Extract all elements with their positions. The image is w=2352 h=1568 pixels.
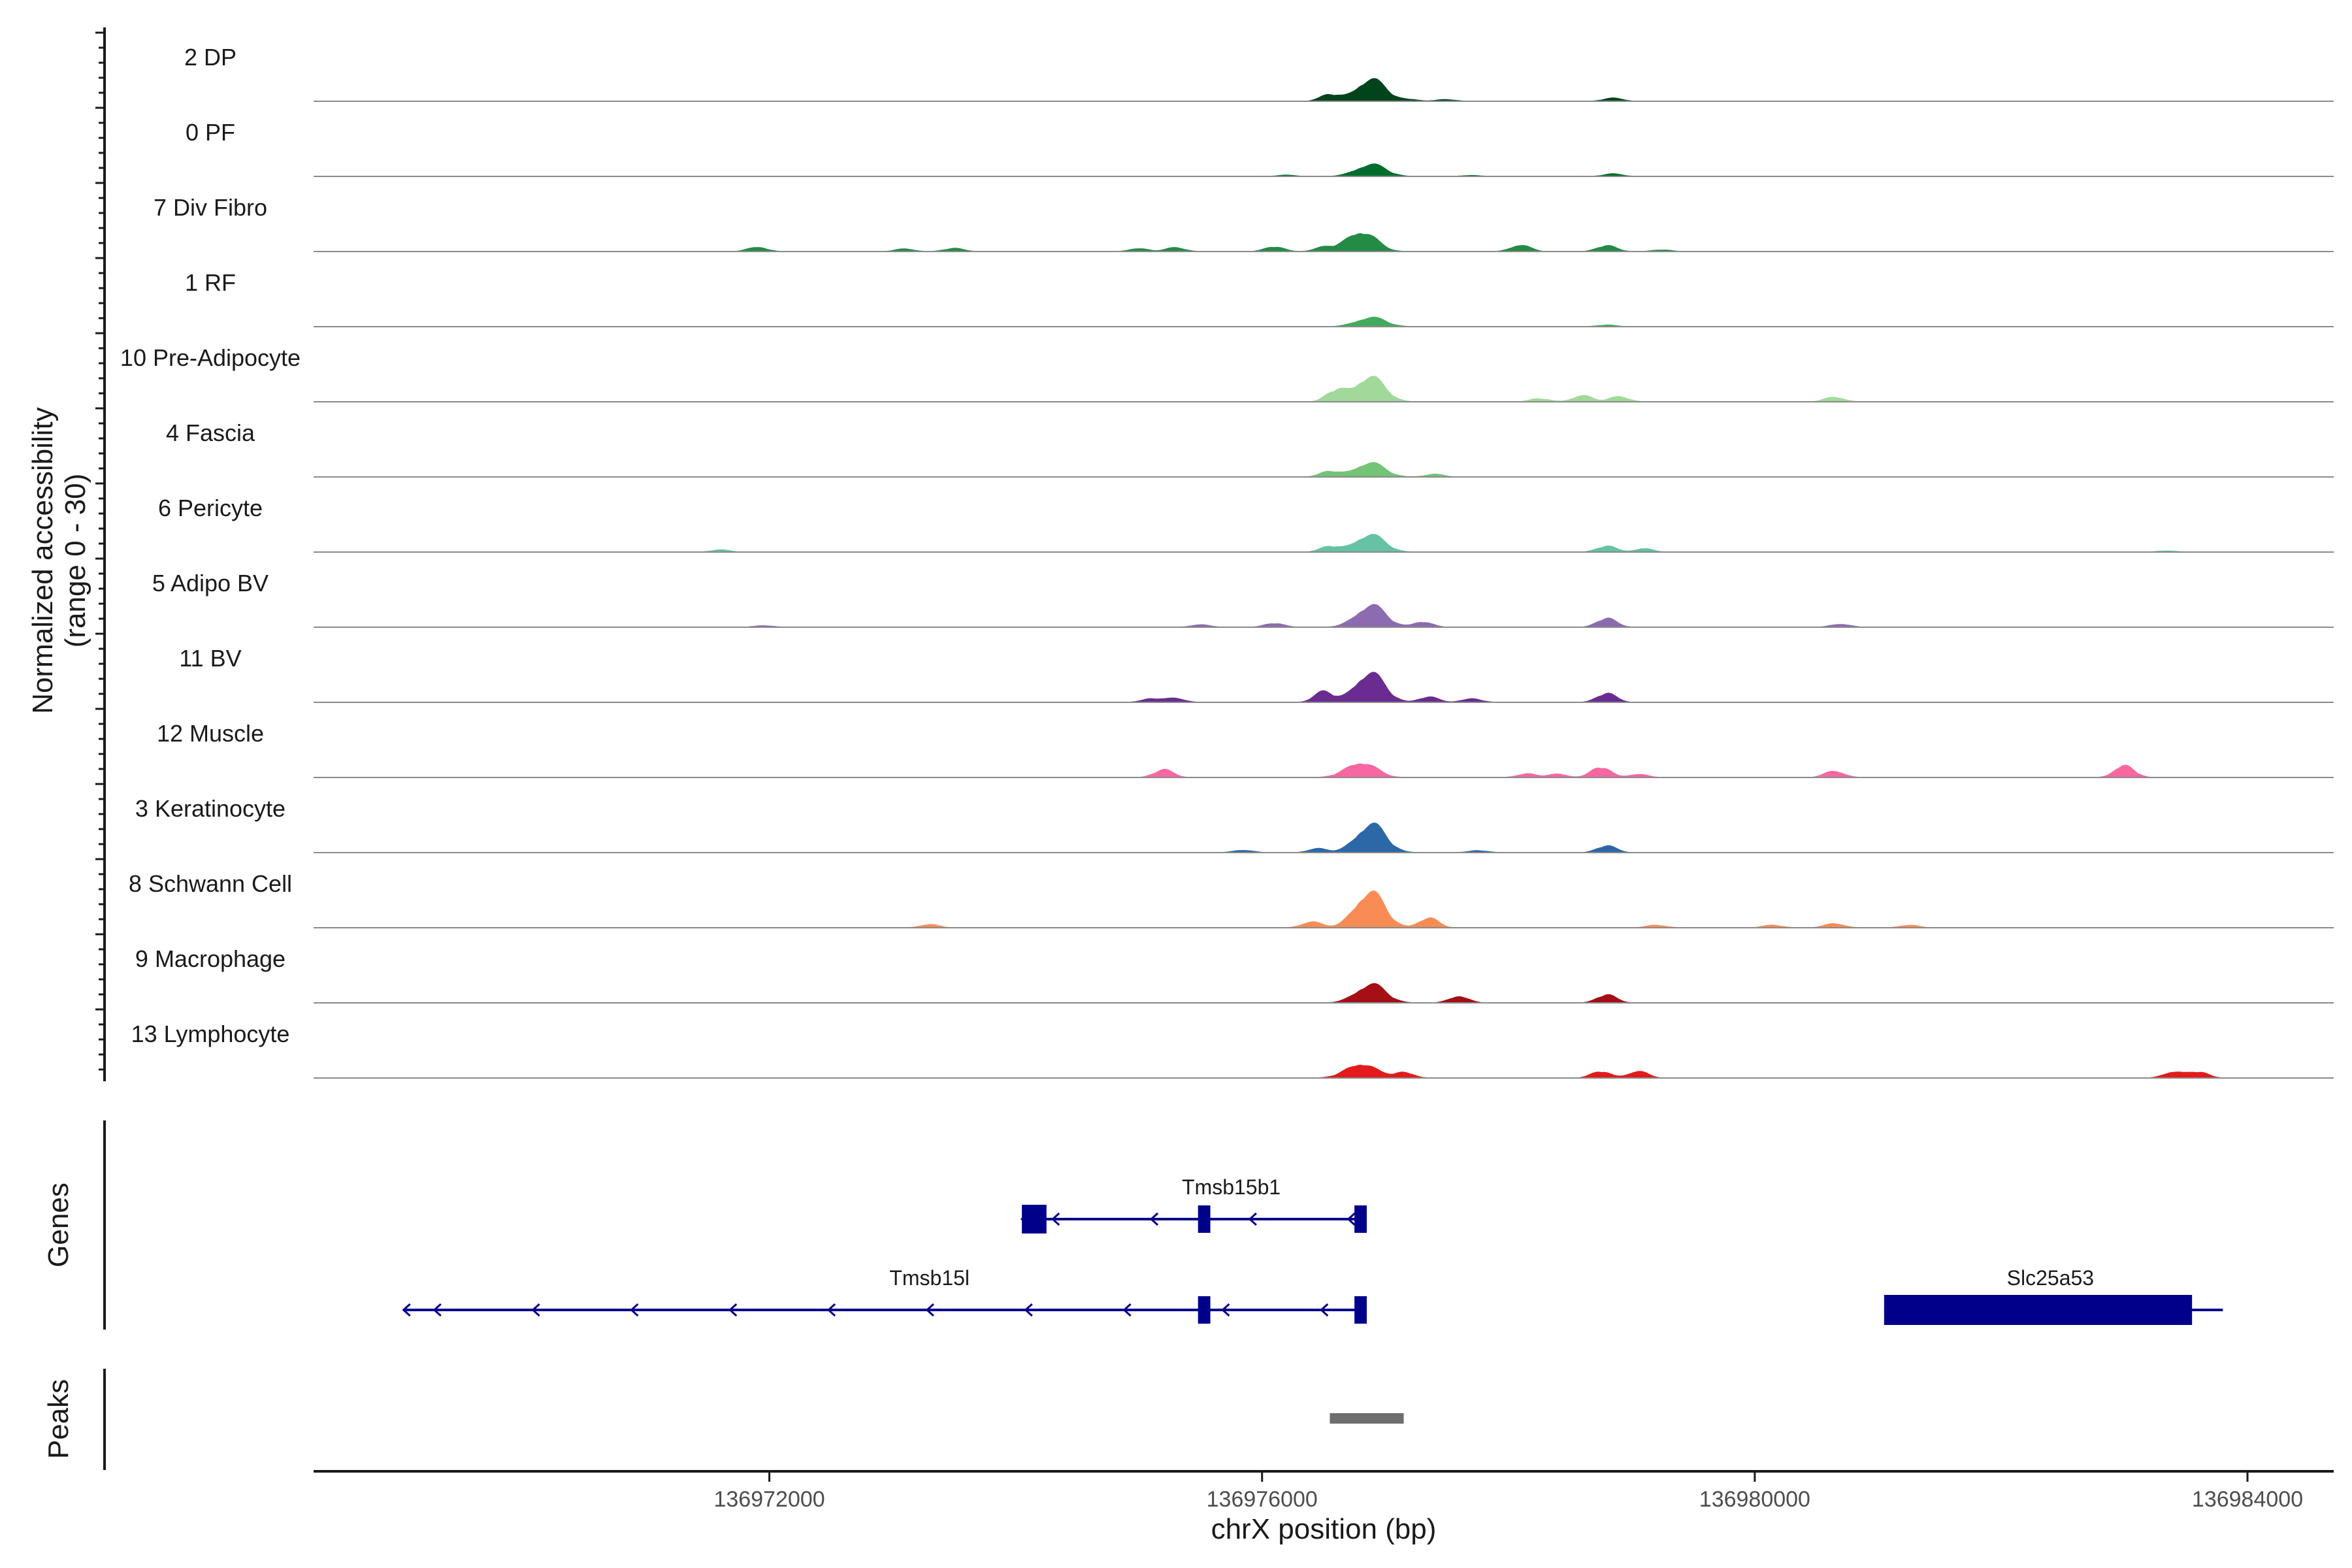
track: 6 Pericyte [158,495,2334,553]
y-axis [95,27,106,1081]
track-label: 1 RF [185,269,236,296]
track-label: 13 Lymphocyte [131,1021,290,1047]
track-label: 11 BV [179,645,241,672]
strand-arrow [402,1303,411,1317]
track: 11 BV [179,645,2334,703]
track-label: 9 Macrophage [135,945,286,972]
track: 8 Schwann Cell [129,870,2334,928]
track: 10 Pre-Adipocyte [120,344,2334,402]
track-label: 12 Muscle [157,720,264,747]
track: 12 Muscle [157,720,2334,778]
track-label: 7 Div Fibro [154,194,267,221]
y-axis-title: Normalized accessibility (range 0 - 30) [27,407,91,713]
gene-label: Tmsb15b1 [1182,1175,1281,1199]
strand-arrow [728,1303,738,1317]
track: 0 PF [186,119,2334,177]
x-tick-label: 136984000 [2192,1487,2303,1512]
y-axis-title-line1: Normalized accessibility [27,407,59,713]
strand-arrow [1051,1212,1060,1226]
track-label: 0 PF [186,119,235,146]
x-axis: 136972000 136976000 136980000 136984000 chr… [314,1470,2334,1545]
gene-exon [1884,1295,2193,1325]
x-tick-label: 136972000 [713,1487,825,1512]
track: 3 Keratinocyte [135,795,2334,853]
track-label: 10 Pre-Adipocyte [120,344,301,371]
strand-arrow [433,1303,442,1317]
x-tick-label: 136980000 [1699,1487,1810,1512]
strand-arrow [1122,1303,1132,1317]
track-label: 3 Keratinocyte [135,795,286,822]
track-label: 5 Adipo BV [152,570,269,596]
strand-arrow [531,1303,540,1317]
strand-arrow [630,1303,639,1317]
y-axis-title-line2: (range 0 - 30) [59,474,91,648]
strand-arrow [1347,1212,1356,1226]
track: 13 Lymphocyte [131,1021,2334,1079]
track-label: 2 DP [184,44,237,71]
track-label: 4 Fascia [166,419,255,446]
gene-model: Tmsb15b1 [1020,1175,1367,1233]
track: 1 RF [185,269,2334,327]
genes-title: Genes [42,1183,74,1267]
x-ticks: 136972000 136976000 136980000 136984000 [713,1471,2303,1512]
gene-exon [1354,1205,1367,1233]
peaks-title: Peaks [42,1379,74,1459]
gene-models: Tmsb15b1 Tmsb15l Slc25a53 [402,1175,2223,1325]
track-label: 6 Pericyte [158,495,263,521]
gene-exon [1022,1205,1047,1233]
track: 5 Adipo BV [152,570,2334,628]
strand-arrow [1221,1303,1230,1317]
track-label: 8 Schwann Cell [129,870,292,897]
genes-panel: Genes Tmsb15b1 Tmsb15l Slc25a53 [42,1120,2223,1330]
gene-exon [1198,1205,1211,1233]
strand-arrow [925,1303,934,1317]
gene-model: Slc25a53 [1884,1266,2223,1325]
gene-label: Slc25a53 [2007,1266,2094,1290]
track: 9 Macrophage [135,945,2334,1004]
gene-label: Tmsb15l [889,1266,970,1290]
strand-arrow [1024,1303,1033,1317]
peak-region [1330,1413,1404,1424]
peaks-panel: Peaks [42,1369,1404,1470]
peak-regions [1330,1413,1404,1424]
strand-arrow [826,1303,836,1317]
x-tick-label: 136976000 [1207,1487,1318,1512]
gene-model: Tmsb15l [402,1266,1367,1324]
gene-exon [1354,1296,1367,1324]
x-axis-title: chrX position (bp) [1211,1513,1437,1545]
strand-arrow [1149,1212,1159,1226]
track: 2 DP [184,44,2334,102]
coverage-tracks: 2 DP 0 PF 7 Div Fibro 1 RF 10 Pre-Adipocyte 4… [120,44,2334,1079]
strand-arrow [1319,1303,1329,1317]
track: 7 Div Fibro [154,194,2334,252]
track: 4 Fascia [166,419,2334,478]
gene-exon [1198,1296,1211,1324]
strand-arrow [1248,1212,1257,1226]
